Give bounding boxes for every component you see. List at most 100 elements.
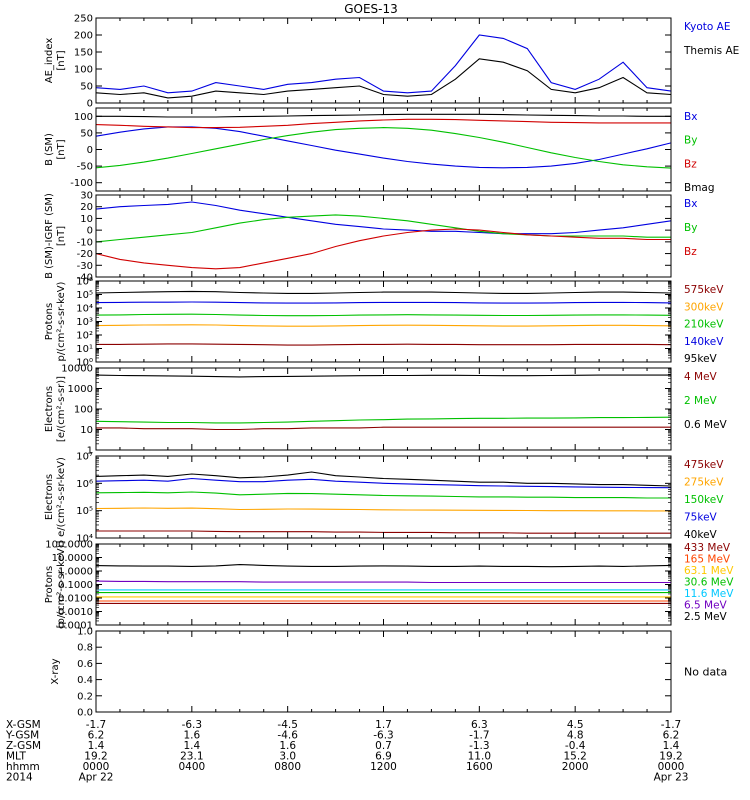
y-tick-label: 10⁶ bbox=[76, 277, 93, 288]
legend-entry: 210keV bbox=[684, 319, 724, 331]
panel-frame bbox=[95, 367, 672, 451]
legend-entry: 4 MeV bbox=[684, 371, 718, 383]
series-protons_low-140kev bbox=[95, 301, 672, 304]
series-electrons_mev-4-mev bbox=[96, 426, 671, 431]
ephemeris-value: 0000 bbox=[658, 761, 685, 773]
legend-entry: 95keV bbox=[684, 353, 718, 365]
y-tick-label: 0.8 bbox=[77, 643, 93, 654]
panel-b_sm: -100 -50 0 50 100 B (SM) [nT] Bx By Bz Bmag bbox=[44, 107, 715, 194]
y-tick-label: 0 bbox=[87, 226, 93, 237]
series-b_sm-bx bbox=[95, 126, 672, 169]
y-tick-label: 0.0100 bbox=[58, 594, 93, 605]
y-tick-label: -50 bbox=[77, 162, 93, 173]
y-tick-label: 10000 bbox=[61, 364, 93, 375]
no-data-label: No data bbox=[684, 666, 727, 679]
series-electrons_mev-0-6-mev bbox=[95, 374, 671, 378]
y-axis-unit: [nT] bbox=[56, 50, 67, 70]
legend-entry: 11.6 MeV bbox=[684, 588, 734, 600]
legend-entry: 30.6 MeV bbox=[684, 577, 734, 589]
ephemeris-value: 0400 bbox=[178, 761, 205, 773]
y-tick-label: 10⁵ bbox=[76, 290, 93, 301]
ephemeris-value: 0800 bbox=[274, 761, 301, 773]
series-electrons_kev-40kev bbox=[95, 471, 672, 487]
y-tick-label: 50 bbox=[80, 128, 93, 139]
y-tick-label: 10⁰ bbox=[76, 358, 93, 369]
ephemeris-value: 1.4 bbox=[88, 740, 105, 752]
series-protons_low-300kev bbox=[95, 324, 672, 327]
series-b_sm-bz bbox=[95, 118, 671, 129]
ephemeris-value: 1.4 bbox=[183, 740, 200, 752]
ephemeris-row-label: 2014 bbox=[6, 772, 33, 784]
y-tick-label: 10³ bbox=[76, 317, 93, 328]
y-tick-label: 1000 bbox=[68, 384, 93, 395]
series-b_sm-by bbox=[95, 127, 672, 169]
panel-ae: 0 50 100 150 200 250 AE_index [nT] Kyoto AE Themi… bbox=[44, 14, 739, 110]
ephemeris-value: -1.7 bbox=[469, 730, 490, 742]
y-axis-unit: e/(cm²-s-sr-keV) bbox=[56, 457, 67, 537]
y-tick-label: 50 bbox=[80, 82, 93, 93]
y-tick-label: 0.1000 bbox=[58, 580, 93, 591]
series-b_igrf-bx bbox=[95, 201, 672, 235]
y-axis-title: Protons bbox=[44, 566, 55, 603]
y-tick-label: 20 bbox=[80, 202, 93, 213]
ephemeris-value: -4.6 bbox=[277, 730, 298, 742]
ephemeris-value: 2000 bbox=[562, 761, 589, 773]
y-axis-unit: p/(cm²-s-sr-keV) bbox=[56, 281, 67, 361]
panel-xray: 0.0 0.2 0.4 0.6 0.8 1.0 X-ray No data bbox=[50, 627, 727, 719]
legend-entry: 150keV bbox=[684, 494, 724, 506]
legend-entry: 433 MeV bbox=[684, 542, 731, 554]
y-axis-title: Protons bbox=[44, 303, 55, 340]
legend-entry: 0.6 MeV bbox=[684, 419, 728, 431]
legend-entry: 140keV bbox=[684, 336, 724, 348]
y-tick-label: 0.4 bbox=[77, 675, 93, 686]
y-tick-label: 10 bbox=[80, 214, 93, 225]
ephemeris-value: 6.3 bbox=[471, 719, 488, 731]
panel-electrons_kev: 10⁴ 10⁵ 10⁶ 10⁷ Electrons e/(cm²-s-sr-keV) 475… bbox=[44, 452, 724, 545]
y-tick-label: -10 bbox=[77, 237, 93, 248]
y-tick-label: 200 bbox=[74, 31, 93, 42]
series-protons_low-210kev bbox=[95, 313, 672, 317]
ephemeris-value: 6.2 bbox=[88, 730, 105, 742]
legend-entry: 2 MeV bbox=[684, 395, 718, 407]
y-tick-label: 0.6 bbox=[77, 659, 93, 670]
y-axis-unit: [e/(cm²-s-sr)] bbox=[56, 376, 67, 442]
series-b_sm-bmag bbox=[96, 113, 671, 118]
ephemeris-value: 4.5 bbox=[567, 719, 584, 731]
legend-entry: 63.1 MeV bbox=[684, 565, 734, 577]
ephemeris-value: 1.7 bbox=[375, 719, 392, 731]
y-tick-label: 1.0000 bbox=[58, 567, 93, 578]
ephemeris-value: -1.7 bbox=[661, 719, 682, 731]
ephemeris-value: -4.5 bbox=[277, 719, 298, 731]
y-tick-label: 250 bbox=[74, 14, 93, 25]
ephemeris-value: 23.1 bbox=[180, 751, 203, 763]
legend-entry: 300keV bbox=[684, 301, 724, 313]
ephemeris-value: 15.2 bbox=[563, 751, 586, 763]
figure-title: GOES-13 bbox=[344, 2, 398, 16]
series-electrons_mev-2-mev bbox=[95, 416, 672, 424]
y-axis-unit: [p/(cm²-s-sr-keV)] bbox=[56, 541, 67, 629]
series-protons_high-6-5-mev bbox=[95, 580, 671, 584]
series-protons_high-2-5-mev bbox=[95, 564, 672, 568]
y-tick-label: -100 bbox=[70, 178, 93, 189]
ephemeris-value: 1200 bbox=[370, 761, 397, 773]
panel-frame bbox=[95, 455, 672, 539]
series-b_igrf-by bbox=[95, 214, 671, 243]
ephemeris-value: 6.9 bbox=[375, 751, 392, 763]
series-electrons_kev-275kev bbox=[95, 507, 671, 512]
y-tick-label: 0.0 bbox=[77, 708, 93, 719]
panel-electrons_mev: 1 10 100 1000 10000 Electrons [e/(cm²-s-sr)] 4 … bbox=[44, 364, 728, 457]
panel-frame bbox=[95, 543, 672, 626]
ephemeris-value: 19.2 bbox=[84, 751, 107, 763]
y-tick-label: 1.0 bbox=[77, 627, 93, 638]
ephemeris-value: 19.2 bbox=[659, 751, 682, 763]
series-electrons_kev-150kev bbox=[95, 491, 671, 499]
ephemeris-value: 0000 bbox=[83, 761, 110, 773]
ephemeris-value: 1.6 bbox=[183, 730, 200, 742]
y-tick-label: 100 bbox=[74, 65, 93, 76]
y-tick-label: 0 bbox=[87, 145, 93, 156]
ephemeris-value: 1600 bbox=[466, 761, 493, 773]
legend-entry: Bx bbox=[684, 198, 697, 210]
ephemeris-value: 3.0 bbox=[279, 751, 296, 763]
legend-entry: Kyoto AE bbox=[684, 21, 730, 33]
